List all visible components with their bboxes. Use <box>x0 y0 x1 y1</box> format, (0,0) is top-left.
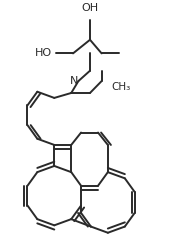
Text: HO: HO <box>35 48 52 58</box>
Text: CH₃: CH₃ <box>111 82 131 92</box>
Text: OH: OH <box>81 3 99 13</box>
Text: N: N <box>70 76 78 86</box>
